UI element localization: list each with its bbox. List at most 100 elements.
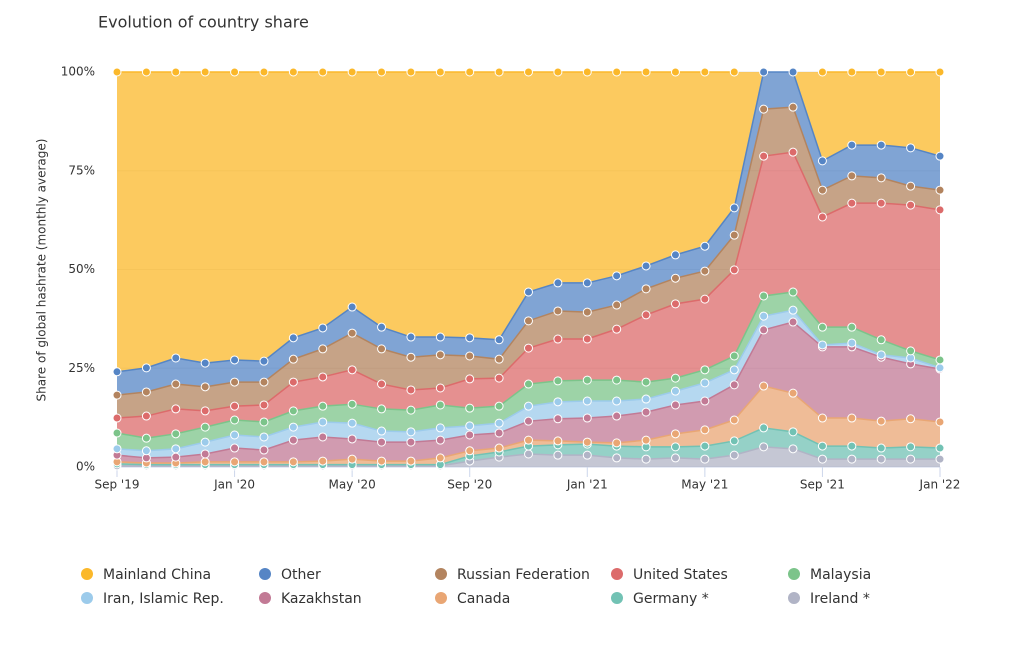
legend-label[interactable]: Iran, Islamic Rep. xyxy=(103,591,224,607)
point xyxy=(465,67,475,77)
point xyxy=(788,305,798,315)
point xyxy=(700,454,710,464)
point xyxy=(788,102,798,112)
point xyxy=(612,453,622,463)
point xyxy=(729,351,739,361)
point xyxy=(494,418,504,428)
point xyxy=(377,67,387,77)
point xyxy=(906,346,916,356)
point xyxy=(347,365,357,375)
area xyxy=(117,292,940,451)
point xyxy=(494,335,504,345)
point xyxy=(700,365,710,375)
point xyxy=(318,432,328,442)
point xyxy=(612,438,622,448)
legend-label[interactable]: Malaysia xyxy=(810,567,871,583)
legend-marker[interactable] xyxy=(611,592,623,604)
point xyxy=(465,446,475,456)
point xyxy=(465,430,475,440)
point xyxy=(259,445,269,455)
point xyxy=(347,399,357,409)
point xyxy=(847,454,857,464)
legend-marker[interactable] xyxy=(81,592,93,604)
point xyxy=(641,394,651,404)
point xyxy=(377,404,387,414)
legend-marker[interactable] xyxy=(259,568,271,580)
point xyxy=(670,453,680,463)
point xyxy=(288,354,298,364)
legend-marker[interactable] xyxy=(435,592,447,604)
point xyxy=(876,198,886,208)
point xyxy=(524,416,533,426)
point xyxy=(729,380,739,390)
x-tick-label: Jan '21 xyxy=(566,478,608,492)
point xyxy=(494,354,504,364)
point xyxy=(788,147,798,157)
point xyxy=(347,418,357,428)
point xyxy=(876,335,886,345)
area xyxy=(117,72,940,372)
point xyxy=(141,363,151,373)
x-tick-label: Jan '22 xyxy=(919,478,961,492)
point xyxy=(670,273,680,283)
legend-marker[interactable] xyxy=(259,592,271,604)
point xyxy=(788,427,798,437)
point xyxy=(553,67,563,77)
x-tick-label: Jan '20 xyxy=(213,478,255,492)
legend-label[interactable]: Mainland China xyxy=(103,567,211,583)
point xyxy=(377,437,387,447)
point xyxy=(259,400,269,410)
point xyxy=(729,203,739,213)
point xyxy=(641,377,651,387)
point xyxy=(935,205,945,215)
y-tick-label: 75% xyxy=(68,163,95,177)
point xyxy=(612,375,622,385)
point xyxy=(435,423,445,433)
legend-label[interactable]: Ireland * xyxy=(810,591,870,607)
point xyxy=(935,454,945,464)
legend-marker[interactable] xyxy=(611,568,623,580)
point xyxy=(377,344,387,354)
point xyxy=(171,429,181,439)
point xyxy=(759,104,769,114)
legend-marker[interactable] xyxy=(788,568,800,580)
point xyxy=(230,443,240,453)
legend-label[interactable]: Canada xyxy=(457,591,510,607)
point xyxy=(935,443,945,453)
point xyxy=(847,413,857,423)
point xyxy=(759,442,769,452)
point xyxy=(288,377,298,387)
point xyxy=(230,355,240,365)
legend-marker[interactable] xyxy=(81,568,93,580)
point xyxy=(553,397,563,407)
point xyxy=(847,441,857,451)
point xyxy=(406,67,416,77)
point xyxy=(141,446,151,456)
point xyxy=(259,67,269,77)
legend-label[interactable]: Russian Federation xyxy=(457,567,590,583)
point xyxy=(347,434,357,444)
legend-marker[interactable] xyxy=(435,568,447,580)
point xyxy=(553,278,563,288)
legend-label[interactable]: Kazakhstan xyxy=(281,591,362,607)
point xyxy=(641,284,651,294)
point xyxy=(524,401,533,411)
point xyxy=(759,423,769,433)
point xyxy=(729,415,739,425)
point xyxy=(347,67,357,77)
point xyxy=(612,324,622,334)
point xyxy=(171,67,181,77)
point xyxy=(494,67,504,77)
legend-marker[interactable] xyxy=(788,592,800,604)
point xyxy=(670,299,680,309)
legend-label[interactable]: Other xyxy=(281,567,321,583)
point xyxy=(318,344,328,354)
legend-label[interactable]: Germany * xyxy=(633,591,709,607)
point xyxy=(288,67,298,77)
point xyxy=(524,449,533,459)
point xyxy=(465,403,475,413)
point xyxy=(906,181,916,191)
point xyxy=(729,436,739,446)
legend-label[interactable]: United States xyxy=(633,567,728,583)
